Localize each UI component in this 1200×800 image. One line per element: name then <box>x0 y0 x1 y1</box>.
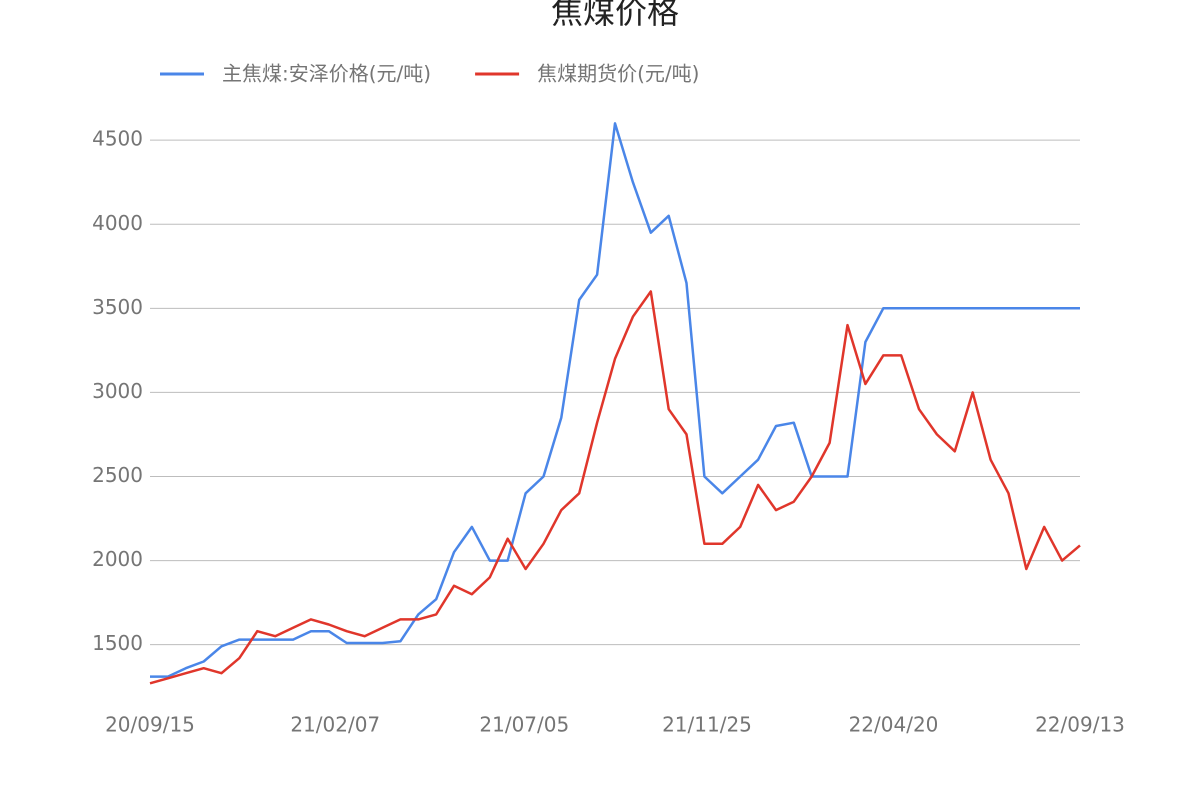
y-tick-label: 2000 <box>92 547 143 571</box>
legend-label: 焦煤期货价(元/吨) <box>537 62 699 86</box>
y-tick-label: 4000 <box>92 211 143 235</box>
y-tick-label: 3000 <box>92 379 143 403</box>
chart-title: 焦煤价格 <box>551 0 679 31</box>
x-tick-label: 22/09/13 <box>1035 713 1125 737</box>
y-tick-label: 2500 <box>92 463 143 487</box>
x-tick-label: 21/02/07 <box>290 713 380 737</box>
line-series <box>150 122 1080 678</box>
line-series <box>149 290 1081 685</box>
legend-label: 主焦煤:安泽价格(元/吨) <box>222 62 431 86</box>
y-tick-label: 4500 <box>92 127 143 151</box>
x-tick-label: 21/07/05 <box>479 713 569 737</box>
y-tick-label: 3500 <box>92 295 143 319</box>
x-tick-label: 22/04/20 <box>849 713 939 737</box>
x-tick-label: 21/11/25 <box>662 713 752 737</box>
x-tick-label: 20/09/15 <box>105 713 195 737</box>
y-tick-label: 1500 <box>92 631 143 655</box>
